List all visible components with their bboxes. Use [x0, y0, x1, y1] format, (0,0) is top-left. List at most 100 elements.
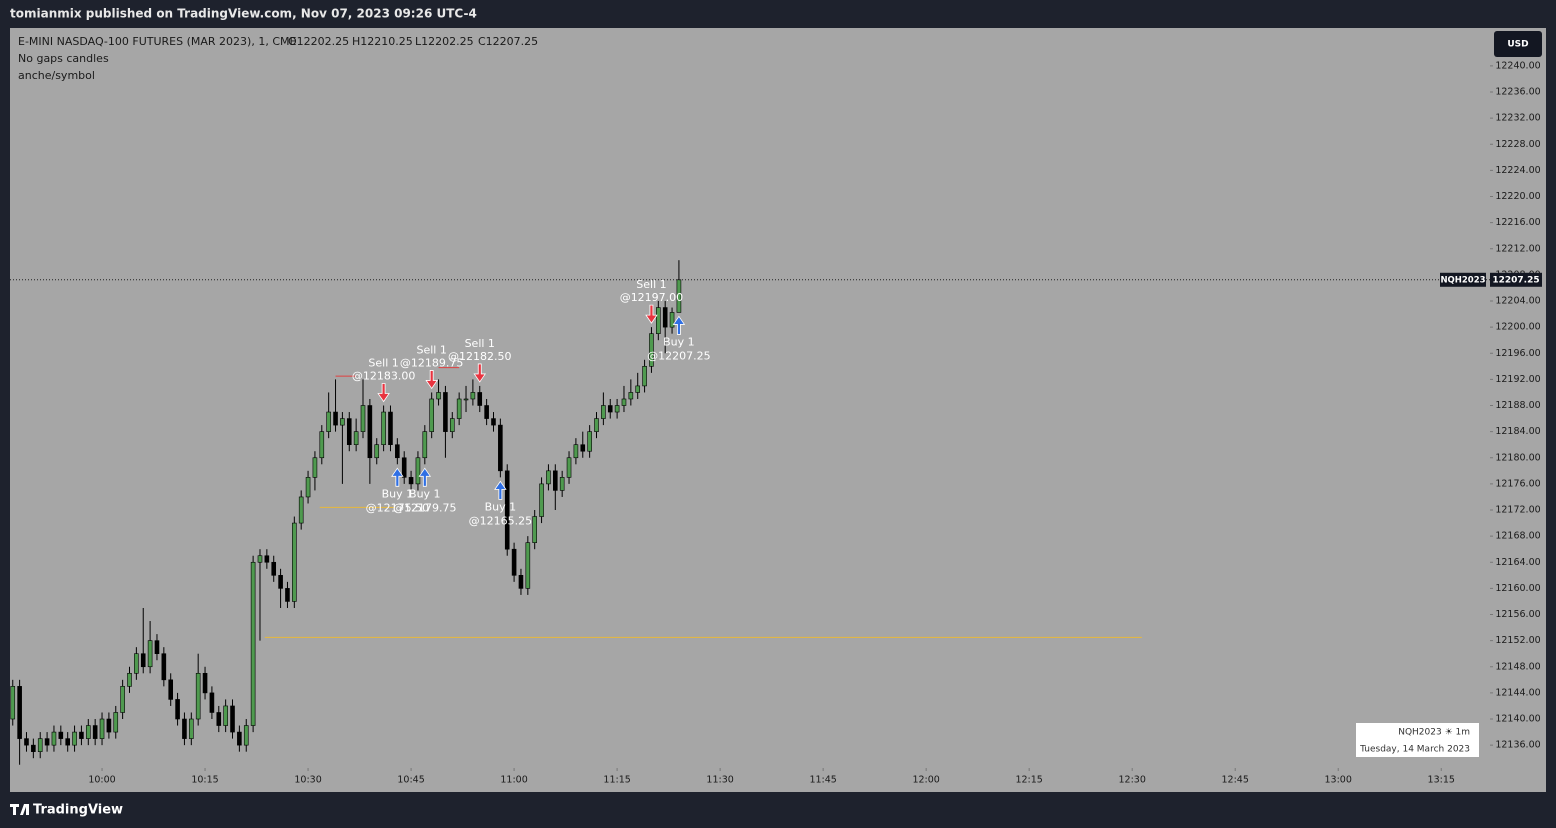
buy-arrow	[494, 480, 507, 500]
last-price-symbol-box	[1440, 272, 1486, 287]
candle-body	[504, 470, 510, 550]
x-tick-label: 10:30	[294, 775, 321, 786]
candle-body	[154, 640, 160, 655]
candle-body	[518, 575, 524, 589]
signal-label: @12189.75	[400, 356, 464, 369]
candle-body	[182, 718, 187, 739]
candle-body	[525, 542, 531, 589]
x-tick-label: 10:45	[397, 775, 424, 786]
x-tick-label: 12:15	[1015, 775, 1042, 786]
info-date: Tuesday, 14 March 2023	[1359, 745, 1470, 755]
candle-body	[628, 392, 634, 400]
candle-body	[456, 398, 462, 419]
candle-body	[484, 405, 489, 419]
buy-arrow	[418, 467, 432, 487]
x-tick-label: 12:30	[1118, 775, 1145, 786]
candle-body	[99, 718, 105, 739]
candle-body	[257, 555, 263, 563]
candle-body	[470, 392, 476, 400]
candle-body	[189, 718, 194, 739]
x-tick-label: 10:15	[191, 775, 218, 786]
candle-body	[539, 483, 544, 517]
signal-label: @12183.00	[352, 370, 416, 383]
candle-body	[202, 672, 208, 694]
signal-label: @12182.50	[448, 350, 512, 363]
candle-body	[285, 588, 290, 602]
y-tick-label: 12156.00	[1495, 609, 1540, 620]
candle-body	[51, 731, 57, 746]
x-tick-label: 11:00	[500, 775, 527, 786]
candle-body	[546, 470, 551, 485]
candle-body	[216, 712, 222, 726]
publisher: tomianmix published on TradingView.com, …	[10, 7, 477, 21]
y-tick-label: 12224.00	[1495, 165, 1540, 176]
candle-body	[298, 496, 304, 524]
y-tick-label: 12164.00	[1495, 557, 1540, 568]
candle-body	[106, 718, 112, 733]
sell-arrow	[473, 363, 487, 383]
y-tick-label: 12192.00	[1495, 374, 1540, 385]
y-tick-label: 12188.00	[1495, 400, 1540, 411]
candle-body	[388, 411, 393, 445]
candle-body	[127, 672, 132, 687]
y-tick-label: 12184.00	[1495, 426, 1540, 437]
candle-body	[85, 725, 91, 739]
x-tick-label: 11:15	[603, 775, 630, 786]
candle-body	[79, 731, 84, 739]
last-price-label: 12207.25	[1492, 275, 1539, 285]
sell-arrow	[377, 383, 390, 403]
candle-body	[401, 457, 407, 478]
candle-body	[477, 392, 483, 406]
candle-body	[580, 444, 586, 452]
signal-label: @12197.00	[620, 291, 684, 304]
candle-body	[642, 366, 647, 387]
plot	[10, 260, 1142, 765]
sell-arrow	[425, 370, 438, 390]
ohlc-low: L12202.25	[415, 35, 474, 48]
ohlc-high: H12210.25	[352, 35, 413, 48]
candle-body	[326, 411, 331, 432]
x-tick-label: 13:00	[1325, 775, 1352, 786]
candle-body	[676, 279, 682, 313]
candle-body	[58, 731, 64, 739]
candle-body	[120, 686, 125, 713]
currency[interactable]: USD	[1507, 40, 1528, 50]
candle-body	[573, 444, 579, 459]
y-tick-label: 12236.00	[1495, 87, 1540, 98]
currency-button[interactable]	[1494, 31, 1542, 57]
signal-text: Sell 1	[465, 337, 495, 350]
x-tick-label: 10:00	[88, 775, 115, 786]
candle-body	[195, 672, 201, 720]
candle-body	[24, 738, 29, 746]
y-tick-label: 12152.00	[1495, 635, 1540, 646]
signal-label: @12175.50	[366, 501, 430, 514]
candle-body	[552, 470, 558, 491]
brand: TradingView	[33, 803, 123, 818]
candle-body	[669, 312, 675, 328]
y-tick-label: 12144.00	[1495, 687, 1540, 698]
sell-arrow	[645, 304, 658, 324]
candle-body	[72, 731, 77, 746]
ohlc-close: C12207.25	[478, 35, 538, 48]
candle-body	[250, 561, 256, 726]
buy-arrow	[672, 315, 686, 335]
y-tick-label: 12232.00	[1495, 113, 1540, 124]
x-tick-label: 11:45	[809, 775, 836, 786]
candle-body	[422, 431, 428, 459]
y-tick-label: 12136.00	[1495, 740, 1540, 751]
candle-body	[374, 444, 380, 459]
candle-body	[44, 738, 50, 746]
candle-body	[264, 555, 270, 563]
ohlc-open: O12202.25	[288, 35, 349, 48]
x-tick-label: 12:45	[1222, 775, 1249, 786]
candle-body	[223, 705, 228, 726]
candle-body	[65, 738, 70, 746]
candle-body	[607, 405, 613, 413]
candle-body	[656, 307, 661, 334]
candle-body	[319, 431, 325, 459]
signal-label: @12179.75	[393, 501, 457, 514]
y-tick-label: 12148.00	[1495, 661, 1540, 672]
candle-body	[134, 653, 139, 674]
candle-body	[360, 405, 366, 432]
